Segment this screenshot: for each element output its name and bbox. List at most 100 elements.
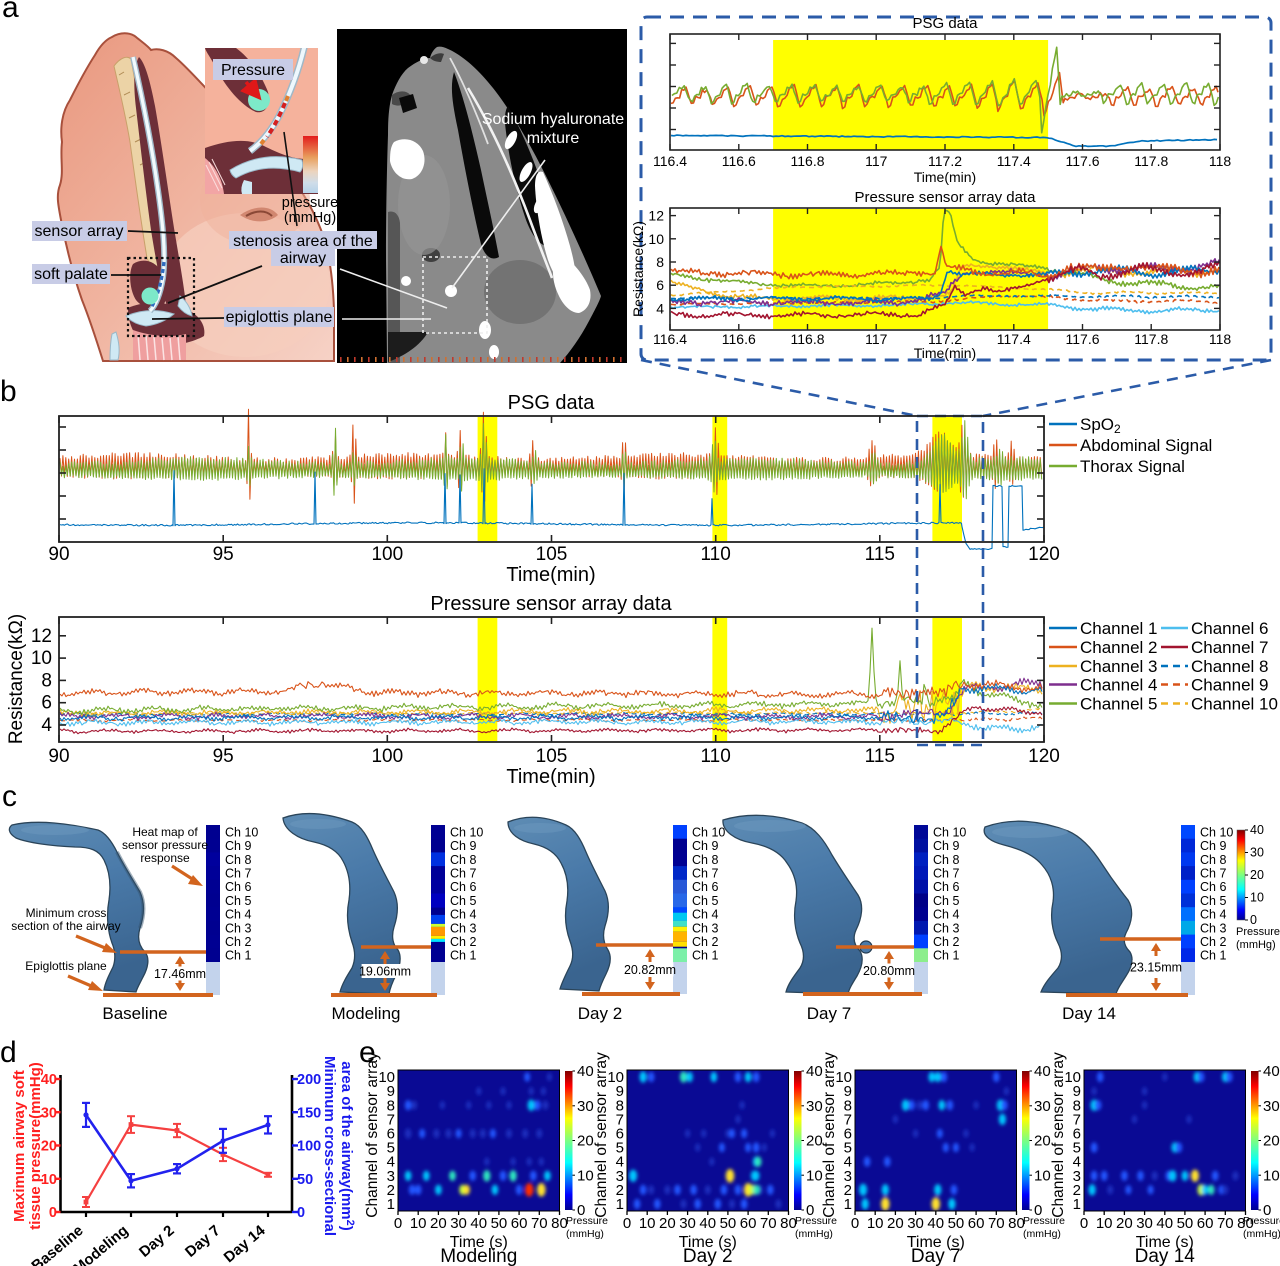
svg-text:8: 8	[1073, 1097, 1081, 1114]
svg-text:Ch 5: Ch 5	[1200, 894, 1226, 908]
svg-text:20: 20	[1034, 1133, 1051, 1150]
svg-text:mixture: mixture	[527, 130, 580, 147]
svg-text:20.80mm: 20.80mm	[863, 964, 915, 978]
svg-text:116.6: 116.6	[722, 153, 756, 169]
svg-text:90: 90	[48, 544, 69, 565]
svg-text:30: 30	[41, 1105, 57, 1121]
svg-text:Channel 7: Channel 7	[1191, 638, 1269, 657]
svg-text:Ch 5: Ch 5	[225, 894, 251, 908]
svg-text:6: 6	[41, 693, 52, 714]
svg-text:50: 50	[1177, 1215, 1194, 1232]
svg-text:Ch 8: Ch 8	[933, 853, 959, 867]
svg-text:epiglottis plane: epiglottis plane	[226, 309, 333, 326]
svg-text:0: 0	[49, 1205, 57, 1221]
svg-text:Channel of sensor array: Channel of sensor array	[821, 1052, 838, 1218]
svg-text:Channel of sensor array: Channel of sensor array	[1050, 1052, 1067, 1218]
svg-text:5: 5	[616, 1140, 624, 1157]
svg-text:Maximum airway soft: Maximum airway soft	[11, 1070, 28, 1222]
svg-text:Ch 8: Ch 8	[450, 853, 476, 867]
svg-text:20: 20	[577, 1133, 594, 1150]
svg-text:(mmHg): (mmHg)	[1243, 1228, 1280, 1240]
svg-text:Ch 8: Ch 8	[225, 853, 251, 867]
svg-text:Ch 4: Ch 4	[225, 908, 251, 922]
svg-text:Abdominal Signal: Abdominal Signal	[1080, 436, 1212, 455]
svg-text:150: 150	[297, 1105, 321, 1121]
svg-text:9: 9	[616, 1083, 624, 1100]
svg-text:Epiglottis plane: Epiglottis plane	[25, 959, 107, 973]
svg-text:19.06mm: 19.06mm	[359, 965, 411, 979]
svg-text:Day 14: Day 14	[1062, 1004, 1116, 1023]
svg-text:80: 80	[551, 1215, 568, 1232]
svg-text:Ch 3: Ch 3	[450, 921, 476, 935]
svg-text:Ch 1: Ch 1	[692, 949, 718, 963]
svg-text:Ch 7: Ch 7	[692, 866, 718, 880]
svg-text:9: 9	[1073, 1083, 1081, 1100]
svg-text:30: 30	[806, 1098, 823, 1115]
svg-text:20.82mm: 20.82mm	[624, 963, 676, 977]
svg-text:(mmHg): (mmHg)	[795, 1228, 833, 1240]
svg-text:Day 2: Day 2	[683, 1246, 733, 1266]
svg-text:116.8: 116.8	[791, 153, 825, 169]
svg-text:Ch 5: Ch 5	[450, 894, 476, 908]
svg-text:8: 8	[387, 1097, 395, 1114]
svg-text:d: d	[0, 1036, 17, 1069]
svg-text:118: 118	[1209, 331, 1232, 347]
svg-text:Day 2: Day 2	[578, 1004, 622, 1023]
svg-text:6: 6	[656, 277, 664, 293]
svg-text:tissue pressure(mmHg): tissue pressure(mmHg)	[27, 1062, 44, 1230]
svg-text:20: 20	[659, 1215, 676, 1232]
svg-text:Ch 3: Ch 3	[1200, 921, 1226, 935]
svg-text:pressure: pressure	[282, 195, 338, 211]
svg-text:Time (s): Time (s)	[907, 1234, 965, 1251]
svg-text:Pressure sensor array data: Pressure sensor array data	[430, 593, 672, 615]
svg-text:30: 30	[679, 1215, 696, 1232]
svg-text:9: 9	[844, 1083, 852, 1100]
svg-text:Ch 10: Ch 10	[225, 825, 258, 839]
svg-text:30: 30	[1034, 1098, 1051, 1115]
svg-text:Minimum cross-sectional: Minimum cross-sectional	[321, 1056, 338, 1236]
svg-text:95: 95	[213, 746, 234, 767]
svg-text:Time (s): Time (s)	[450, 1234, 508, 1251]
svg-text:7: 7	[844, 1111, 852, 1128]
svg-text:Ch 2: Ch 2	[692, 935, 718, 949]
svg-text:Ch 3: Ch 3	[933, 921, 959, 935]
svg-text:116.6: 116.6	[722, 331, 756, 347]
svg-text:Day 14: Day 14	[1135, 1246, 1196, 1266]
svg-text:Ch 2: Ch 2	[1200, 935, 1226, 949]
svg-text:5: 5	[387, 1140, 395, 1157]
svg-text:Channel 1: Channel 1	[1080, 619, 1158, 638]
svg-text:4: 4	[616, 1154, 624, 1171]
svg-text:Day 14: Day 14	[221, 1222, 269, 1266]
svg-text:PSG data: PSG data	[912, 15, 978, 32]
svg-text:117.8: 117.8	[1134, 331, 1168, 347]
svg-text:70: 70	[988, 1215, 1005, 1232]
svg-text:80: 80	[1008, 1215, 1025, 1232]
svg-text:2: 2	[616, 1182, 624, 1199]
svg-text:10: 10	[1096, 1215, 1113, 1232]
svg-text:20: 20	[806, 1133, 823, 1150]
svg-text:50: 50	[720, 1215, 737, 1232]
svg-text:10: 10	[835, 1069, 852, 1086]
svg-text:120: 120	[1028, 544, 1060, 565]
svg-text:95: 95	[213, 544, 234, 565]
svg-text:(mmHg): (mmHg)	[1023, 1228, 1061, 1240]
svg-text:117.8: 117.8	[1134, 153, 1168, 169]
svg-text:4: 4	[41, 715, 52, 736]
svg-text:Ch 9: Ch 9	[450, 839, 476, 853]
svg-text:90: 90	[48, 746, 69, 767]
svg-text:10: 10	[31, 648, 52, 669]
svg-text:Pressure sensor array data: Pressure sensor array data	[855, 189, 1037, 206]
svg-text:40: 40	[1263, 1063, 1280, 1080]
svg-text:a: a	[2, 0, 19, 24]
svg-text:Channel 6: Channel 6	[1191, 619, 1269, 638]
svg-text:105: 105	[536, 544, 568, 565]
svg-text:Ch 9: Ch 9	[692, 839, 718, 853]
svg-text:4: 4	[656, 300, 664, 316]
svg-text:Ch 6: Ch 6	[225, 880, 251, 894]
svg-text:Ch 3: Ch 3	[692, 921, 718, 935]
svg-text:Ch 6: Ch 6	[1200, 880, 1226, 894]
svg-text:17.46mm: 17.46mm	[154, 967, 206, 981]
svg-text:Day 2: Day 2	[136, 1222, 178, 1261]
svg-text:Pressure: Pressure	[795, 1215, 837, 1227]
svg-text:117.6: 117.6	[1066, 331, 1100, 347]
